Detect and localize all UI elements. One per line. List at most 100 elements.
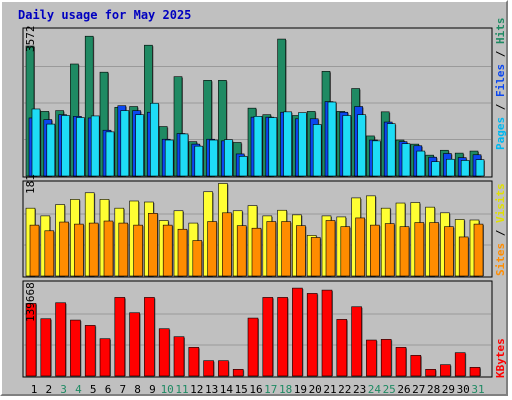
bottom-bar-kbytes-day-15 [232, 369, 244, 377]
day-label-24: 24 [368, 383, 382, 396]
middle-bar-sites-day-12 [192, 240, 203, 277]
top-bar-pages-day-28 [431, 161, 440, 177]
bottom-bar-kbytes-day-30 [454, 352, 466, 377]
legend-hits: Hits [494, 18, 507, 45]
middle-bar-sites-day-14 [222, 212, 232, 277]
bottom-bar-kbytes-day-1 [25, 303, 37, 377]
top-max-label: 3572 [24, 26, 37, 53]
top-bar-pages-day-26 [401, 143, 411, 177]
middle-bar-sites-day-21 [325, 220, 336, 277]
top-bar-pages-day-11 [179, 133, 189, 177]
middle-bar-sites-day-15 [236, 225, 247, 277]
middle-bar-sites-day-31 [473, 223, 484, 277]
bottom-bar-kbytes-day-9 [144, 297, 155, 377]
top-bar-pages-day-27 [416, 150, 426, 177]
middle-bar-sites-day-27 [414, 222, 425, 277]
top-bar-pages-day-21 [327, 101, 337, 177]
bars-group [25, 35, 485, 377]
legend-kbytes: KBytes [494, 338, 507, 378]
bottom-bar-kbytes-day-29 [440, 364, 451, 377]
middle-bar-sites-day-24 [370, 224, 380, 277]
day-label-10: 10 [161, 383, 174, 396]
top-bar-pages-day-18 [283, 111, 292, 177]
top-bar-pages-day-12 [194, 145, 204, 177]
bottom-bar-kbytes-day-31 [469, 367, 481, 377]
middle-bar-sites-day-6 [103, 220, 114, 277]
top-bar-pages-day-31 [475, 159, 485, 177]
chart-title: Daily usage for May 2025 [18, 8, 191, 22]
day-label-19: 19 [294, 383, 307, 396]
day-label-18: 18 [279, 383, 292, 396]
bottom-bar-kbytes-day-3 [55, 302, 66, 377]
day-label-7: 7 [119, 383, 126, 396]
top-bar-pages-day-2 [46, 123, 56, 177]
middle-bar-sites-day-4 [74, 223, 84, 277]
bottom-bar-kbytes-day-12 [188, 347, 200, 377]
bottom-bar-kbytes-day-28 [425, 369, 436, 377]
bottom-bar-kbytes-day-19 [292, 287, 303, 377]
day-label-29: 29 [442, 383, 455, 396]
middle-bar-sites-day-3 [59, 221, 69, 277]
top-bar-pages-day-5 [90, 115, 100, 177]
middle-bar-sites-day-16 [251, 227, 262, 277]
middle-bar-sites-day-2 [44, 230, 55, 277]
bottom-legend: KBytes [494, 338, 507, 378]
day-label-17: 17 [264, 383, 277, 396]
top-bar-pages-day-20 [312, 124, 322, 177]
day-label-22: 22 [338, 383, 351, 396]
top-bar-pages-day-29 [446, 158, 455, 177]
middle-bar-sites-day-23 [355, 217, 365, 277]
legend-files: Files [494, 64, 507, 97]
day-label-30: 30 [457, 383, 470, 396]
bottom-bar-kbytes-day-2 [40, 318, 52, 377]
middle-bar-sites-day-25 [384, 223, 395, 277]
middle-bar-sites-day-10 [162, 224, 173, 277]
day-label-27: 27 [412, 383, 425, 396]
bottom-bar-kbytes-day-11 [173, 336, 185, 377]
top-bar-pages-day-23 [357, 114, 366, 177]
day-label-14: 14 [220, 383, 234, 396]
top-bar-pages-day-25 [386, 123, 396, 177]
bottom-bar-kbytes-day-25 [380, 339, 392, 377]
middle-bar-sites-day-20 [310, 237, 321, 277]
middle-max-label: 181 [24, 174, 37, 194]
top-bar-pages-day-19 [298, 112, 307, 177]
top-bar-pages-day-4 [76, 117, 85, 177]
day-label-11: 11 [175, 383, 188, 396]
day-label-26: 26 [397, 383, 410, 396]
day-label-6: 6 [105, 383, 112, 396]
middle-bar-sites-day-8 [133, 224, 143, 277]
top-bar-pages-day-8 [135, 114, 144, 177]
middle-bar-sites-day-17 [266, 221, 277, 277]
top-bar-pages-day-1 [31, 108, 41, 177]
middle-bar-sites-day-9 [148, 213, 158, 277]
bottom-bar-kbytes-day-17 [262, 297, 274, 377]
day-label-2: 2 [45, 383, 52, 396]
day-label-1: 1 [31, 383, 38, 396]
bottom-bar-kbytes-day-13 [203, 360, 214, 377]
legend-visits: Visits [494, 183, 507, 223]
bottom-bar-kbytes-day-14 [218, 360, 229, 377]
bottom-bar-kbytes-day-24 [366, 339, 377, 377]
middle-bar-sites-day-22 [340, 226, 351, 277]
top-bar-pages-day-3 [61, 115, 70, 177]
middle-bar-sites-day-19 [296, 225, 306, 277]
top-bar-pages-day-6 [105, 131, 115, 177]
middle-legend: Sites / Visits [494, 183, 507, 276]
top-bar-pages-day-13 [209, 139, 218, 177]
bottom-bar-kbytes-day-26 [395, 347, 407, 377]
bottom-bar-kbytes-day-20 [306, 293, 318, 377]
bottom-bar-kbytes-day-16 [247, 317, 259, 377]
day-label-13: 13 [205, 383, 218, 396]
middle-bar-sites-day-29 [444, 226, 454, 277]
top-bar-pages-day-10 [164, 139, 174, 177]
svg-text:Sites / Visits: Sites / Visits [494, 183, 507, 276]
day-label-28: 28 [427, 383, 440, 396]
day-label-3: 3 [60, 383, 67, 396]
day-label-9: 9 [149, 383, 156, 396]
svg-text:Pages / Files / Hits: Pages / Files / Hits [494, 18, 507, 151]
day-label-15: 15 [235, 383, 248, 396]
top-bar-pages-day-7 [120, 110, 130, 177]
top-bar-pages-day-9 [150, 102, 159, 177]
